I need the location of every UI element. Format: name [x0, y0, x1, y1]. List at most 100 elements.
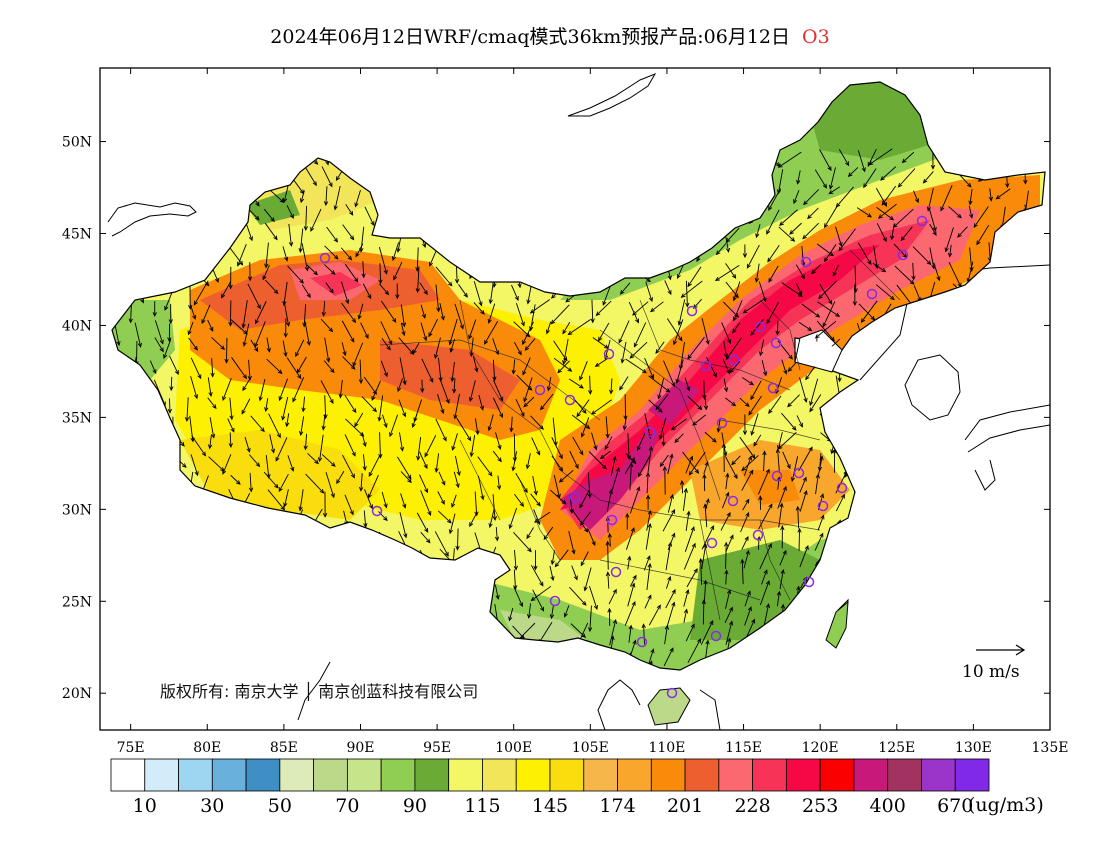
wind-arrow — [361, 261, 366, 279]
wind-arrow — [340, 281, 350, 305]
wind-arrow — [571, 414, 591, 430]
wind-arrow — [187, 322, 194, 336]
wind-arrow — [701, 543, 708, 570]
wind-arrow — [247, 283, 261, 310]
wind-arrow — [793, 190, 800, 205]
wind-arrow — [377, 395, 384, 422]
wind-arrow — [515, 302, 525, 327]
wind-arrow — [320, 318, 334, 333]
wind-arrow — [301, 243, 309, 272]
colorbar-swatch — [448, 758, 483, 792]
wind-arrow — [169, 376, 174, 392]
wind-arrow — [190, 376, 199, 400]
lat-label: 30N — [62, 502, 92, 518]
wind-arrow — [534, 511, 551, 523]
wind-arrow — [857, 242, 872, 266]
wind-arrow — [782, 451, 791, 470]
wind-arrow — [912, 246, 932, 266]
wind-arrow — [799, 490, 808, 512]
wind-arrow — [378, 263, 383, 285]
wind-arrow — [721, 443, 727, 473]
wind-arrow — [263, 208, 275, 223]
wind-arrow — [797, 527, 802, 551]
wind-arrow — [740, 511, 750, 533]
wind-arrow — [944, 227, 954, 253]
station-marker — [800, 256, 812, 268]
wind-arrow — [796, 415, 803, 428]
wind-arrow — [766, 302, 779, 325]
wind-arrow — [188, 337, 198, 351]
wind-arrow — [628, 624, 633, 643]
station-marker — [606, 514, 618, 526]
wind-arrow — [448, 513, 456, 535]
wind-arrow — [545, 321, 552, 335]
wind-arrow — [531, 437, 541, 456]
lon-label: 80E — [193, 740, 221, 756]
wind-arrow — [523, 377, 533, 403]
wind-arrow — [911, 262, 916, 281]
wind-arrow — [400, 493, 407, 509]
monitoring-stations — [319, 215, 928, 699]
wind-arrow — [222, 377, 232, 402]
wind-arrow — [522, 357, 531, 376]
colorbar-swatch — [515, 758, 551, 792]
wind-arrow — [701, 599, 706, 625]
colorbar-swatch — [110, 758, 146, 792]
wind-arrow — [340, 247, 353, 261]
wind-arrow — [619, 376, 629, 391]
wind-arrow — [325, 472, 335, 499]
wind-arrow — [606, 488, 613, 512]
wind-arrow — [389, 414, 399, 438]
wind-arrow — [780, 525, 785, 549]
wind-arrow — [342, 224, 355, 241]
wind-arrow — [679, 479, 685, 494]
wind-arrow — [190, 357, 202, 380]
wind-arrow — [572, 436, 584, 456]
wind-arrow — [282, 340, 288, 358]
wind-arrow — [648, 375, 671, 393]
wind-arrow — [345, 418, 365, 437]
wind-arrow — [287, 455, 295, 472]
wind-arrow — [781, 359, 788, 375]
wind-arrow — [571, 509, 589, 533]
colorbar-label: 400 — [870, 795, 906, 817]
wind-arrow — [241, 300, 248, 329]
wind-arrow — [743, 549, 750, 569]
wind-arrow — [247, 262, 253, 282]
wind-arrow — [288, 223, 294, 247]
wind-arrow — [533, 550, 538, 571]
wind-arrow — [724, 456, 738, 480]
wind-arrow — [397, 456, 412, 480]
colorbar-label: 174 — [599, 795, 635, 817]
wind-arrow — [619, 282, 631, 295]
wind-arrow — [381, 492, 388, 509]
wind-arrow — [310, 208, 322, 232]
wind-arrow — [336, 470, 345, 485]
station-marker — [319, 252, 331, 264]
station-marker — [866, 288, 878, 300]
wind-arrow — [742, 498, 750, 511]
wind-arrow — [341, 342, 347, 357]
wind-arrow — [814, 320, 837, 339]
station-marker — [836, 482, 848, 494]
wind-arrow — [789, 222, 802, 235]
wind-arrow — [399, 357, 407, 386]
wind-arrow — [421, 358, 434, 383]
wind-arrow — [629, 341, 648, 359]
wind-arrow — [685, 623, 695, 642]
colorbar-swatch — [684, 758, 720, 792]
wind-arrow — [591, 432, 598, 451]
wind-arrow — [416, 436, 422, 461]
wind-arrow — [803, 189, 820, 206]
wind-arrow — [926, 187, 934, 212]
wind-arrow — [354, 412, 364, 428]
wind-arrow — [645, 471, 651, 494]
wind-arrow — [828, 167, 836, 190]
wind-arrow — [680, 280, 703, 298]
wind-arrow — [683, 589, 690, 607]
wind-arrow — [453, 471, 460, 489]
wind-arrow — [860, 300, 878, 324]
wind-arrow — [838, 149, 850, 167]
wind-arrow — [741, 469, 754, 491]
wind-arrow — [966, 261, 974, 284]
